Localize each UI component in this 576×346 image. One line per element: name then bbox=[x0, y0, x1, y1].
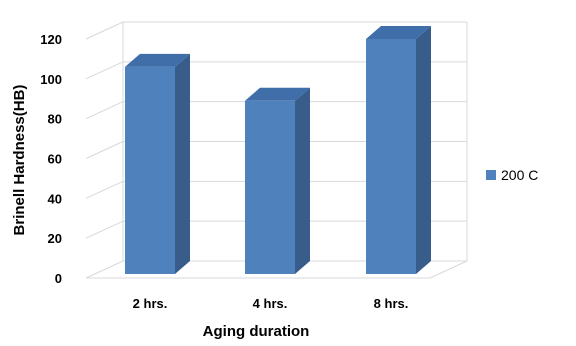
gridline-side bbox=[85, 141, 124, 159]
y-tick-label: 80 bbox=[48, 112, 62, 127]
bar-2 bbox=[245, 87, 310, 274]
x-axis-ticks: 2 hrs. 4 hrs. 8 hrs. bbox=[133, 296, 409, 311]
gridline-side bbox=[85, 220, 124, 239]
y-tick-label: 0 bbox=[55, 271, 62, 286]
bar-front bbox=[366, 39, 416, 274]
chart-bars bbox=[125, 26, 431, 275]
bar-top bbox=[366, 26, 431, 39]
bar-side bbox=[295, 87, 310, 274]
bar-side bbox=[416, 26, 431, 274]
y-axis-ticks: 0 20 40 60 80 100 120 bbox=[40, 32, 62, 286]
y-tick-label: 100 bbox=[40, 72, 62, 87]
y-tick-label: 60 bbox=[48, 152, 62, 167]
bar-side bbox=[175, 53, 190, 275]
y-tick-label: 20 bbox=[48, 231, 62, 246]
gridline-side bbox=[85, 61, 124, 80]
x-tick-label: 4 hrs. bbox=[253, 296, 288, 311]
gridline-side bbox=[85, 101, 124, 120]
y-tick-label: 40 bbox=[48, 191, 62, 206]
bar-front bbox=[125, 66, 175, 274]
bar-top bbox=[245, 87, 310, 101]
y-axis-title: Brinell Hardness(HB) bbox=[11, 85, 28, 236]
bar-1 bbox=[125, 53, 190, 275]
bar-3 bbox=[366, 26, 431, 274]
x-tick-label: 8 hrs. bbox=[374, 296, 409, 311]
gridline-side bbox=[85, 21, 124, 40]
bar-top bbox=[125, 53, 190, 67]
gridline-side bbox=[85, 180, 124, 199]
legend-swatch-200c bbox=[486, 170, 496, 180]
legend: 200 C bbox=[486, 167, 538, 183]
legend-label-200c: 200 C bbox=[501, 167, 538, 183]
x-tick-label: 2 hrs. bbox=[133, 296, 168, 311]
x-axis-title: Aging duration bbox=[203, 323, 310, 340]
bar-front bbox=[245, 100, 295, 274]
y-tick-label: 120 bbox=[40, 32, 62, 47]
